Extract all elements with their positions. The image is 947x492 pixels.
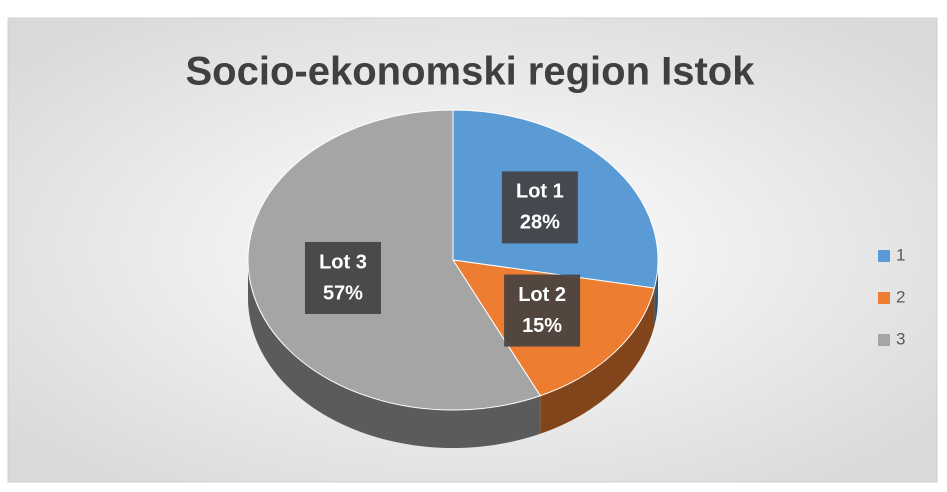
legend-swatch <box>878 334 890 346</box>
data-label-box <box>504 274 581 347</box>
slice-side <box>540 288 655 434</box>
data-label-box <box>304 241 381 314</box>
data-label-value: 28% <box>520 212 560 234</box>
legend-label: 1 <box>896 245 905 264</box>
legend-label: 2 <box>896 287 905 306</box>
data-label-value: 57% <box>323 282 363 304</box>
data-label-box <box>501 171 578 244</box>
data-label-category: Lot 1 <box>516 181 564 203</box>
data-label-value: 15% <box>522 315 562 337</box>
slice-side <box>248 260 541 448</box>
data-label-category: Lot 2 <box>518 284 566 306</box>
legend-swatch <box>878 292 890 304</box>
data-label-category: Lot 3 <box>319 251 367 273</box>
legend-swatch <box>878 250 890 262</box>
legend-label: 3 <box>896 329 905 348</box>
chart-title: Socio-ekonomski region Istok <box>185 50 755 94</box>
slice <box>247 109 542 411</box>
